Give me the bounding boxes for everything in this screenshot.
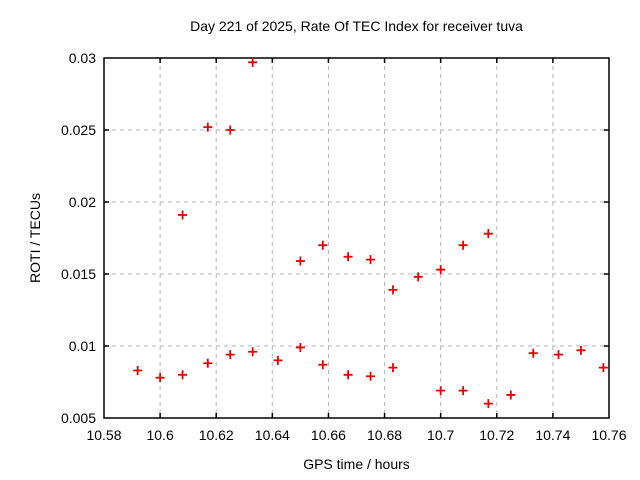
data-point (203, 358, 213, 368)
data-point (248, 57, 258, 67)
data-point (413, 272, 423, 282)
data-point (483, 399, 493, 409)
data-point (225, 125, 235, 135)
x-tick-label: 10.74 (535, 427, 571, 443)
data-point (295, 256, 305, 266)
data-point (343, 252, 353, 262)
data-point (155, 373, 165, 383)
x-tick-label: 10.7 (427, 427, 455, 443)
y-tick-label: 0.005 (60, 410, 96, 426)
data-point (598, 363, 608, 373)
data-point (178, 210, 188, 220)
data-point (528, 348, 538, 358)
y-tick-label: 0.02 (68, 194, 96, 210)
y-tick-label: 0.025 (60, 122, 96, 138)
data-point (318, 240, 328, 250)
data-point (576, 345, 586, 355)
data-point (458, 240, 468, 250)
data-point (388, 285, 398, 295)
x-tick-label: 10.72 (479, 427, 515, 443)
data-point (436, 386, 446, 396)
x-tick-label: 10.76 (591, 427, 627, 443)
x-tick-label: 10.68 (367, 427, 403, 443)
data-point (178, 370, 188, 380)
plot-frame (103, 57, 610, 419)
data-point (436, 265, 446, 275)
data-point (318, 360, 328, 370)
x-tick-label: 10.58 (86, 427, 122, 443)
y-tick-label: 0.01 (68, 338, 96, 354)
data-point (203, 122, 213, 132)
data-point (273, 355, 283, 365)
y-tick-label: 0.015 (60, 266, 96, 282)
y-tick-label: 0.03 (68, 50, 96, 66)
data-point (458, 386, 468, 396)
x-tick-label: 10.6 (146, 427, 174, 443)
data-point (506, 390, 516, 400)
data-point (388, 363, 398, 373)
x-tick-label: 10.62 (198, 427, 234, 443)
data-point (366, 255, 376, 265)
data-point (295, 342, 305, 352)
data-point (343, 370, 353, 380)
data-point (225, 350, 235, 360)
chart-title: Day 221 of 2025, Rate Of TEC Index for r… (190, 18, 523, 34)
x-tick-label: 10.64 (254, 427, 290, 443)
data-point (483, 229, 493, 239)
data-point (366, 371, 376, 381)
x-tick-label: 10.66 (310, 427, 346, 443)
x-axis-label: GPS time / hours (303, 456, 410, 472)
data-point (248, 347, 258, 357)
data-point (554, 350, 563, 360)
data-point (133, 365, 143, 375)
